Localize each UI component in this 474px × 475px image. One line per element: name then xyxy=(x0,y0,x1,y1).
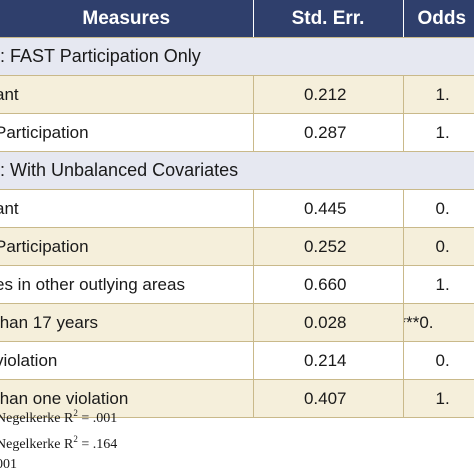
table-row: ant 0.212 1. xyxy=(0,75,474,114)
odds-value: 0. xyxy=(435,236,450,256)
odds-value: 1. xyxy=(435,84,450,104)
row-label: Participation xyxy=(0,122,89,142)
odds-value: 1. xyxy=(435,122,450,142)
std-err-value: 0.660 xyxy=(252,265,403,304)
note-line-1: Negelkerke R2 = .001 xyxy=(0,408,118,426)
row-label: violation xyxy=(0,350,58,370)
row-label: ant xyxy=(0,84,19,104)
std-err-value: 0.028 xyxy=(252,303,403,342)
table-row: es in other outlying areas 0.660 1. xyxy=(0,265,474,304)
std-err-value: 0.445 xyxy=(252,189,403,228)
table-row: ant 0.445 0. xyxy=(0,189,474,228)
row-label: Participation xyxy=(0,236,89,256)
model1-title: 1: FAST Participation Only xyxy=(0,46,201,66)
table-row: than 17 years 0.028 ***0. xyxy=(0,303,474,342)
table-row: Participation 0.252 0. xyxy=(0,227,474,266)
table-row: Participation 0.287 1. xyxy=(0,113,474,152)
row-label: than one violation xyxy=(0,388,129,408)
model1-heading-row: 1: FAST Participation Only xyxy=(0,37,474,76)
measures-header: Measures xyxy=(0,0,254,38)
row-label: es in other outlying areas xyxy=(0,274,185,294)
model2-title: 2: With Unbalanced Covariates xyxy=(0,160,239,180)
std-err-value: 0.407 xyxy=(252,379,403,418)
row-label: than 17 years xyxy=(0,312,99,332)
row-label: ant xyxy=(0,198,19,218)
std-err-value: 0.287 xyxy=(252,113,403,152)
odds-value: 0. xyxy=(435,350,450,370)
std-err-value: 0.212 xyxy=(252,75,403,114)
results-table: Measures Std. Err. Odds 1: FAST Particip… xyxy=(0,0,474,418)
odds-value: ***0. xyxy=(404,312,434,332)
std-err-header: Std. Err. xyxy=(253,0,404,38)
odds-header: Odds xyxy=(403,0,474,38)
model2-heading-row: 2: With Unbalanced Covariates xyxy=(0,151,474,190)
note-line-2: Negelkerke R2 = .164 xyxy=(0,434,118,452)
std-err-value: 0.252 xyxy=(252,227,403,266)
table-row: violation 0.214 0. xyxy=(0,341,474,380)
std-err-value: 0.214 xyxy=(252,341,403,380)
note-line-3: 001 xyxy=(0,457,17,472)
table-notes: Negelkerke R2 = .001 Negelkerke R2 = .16… xyxy=(0,403,121,475)
odds-value: 1. xyxy=(435,388,450,408)
table-row: than one violation 0.407 1. xyxy=(0,379,474,418)
odds-value: 0. xyxy=(435,198,450,218)
table-header-row: Measures Std. Err. Odds xyxy=(0,0,474,38)
odds-value: 1. xyxy=(435,274,450,294)
